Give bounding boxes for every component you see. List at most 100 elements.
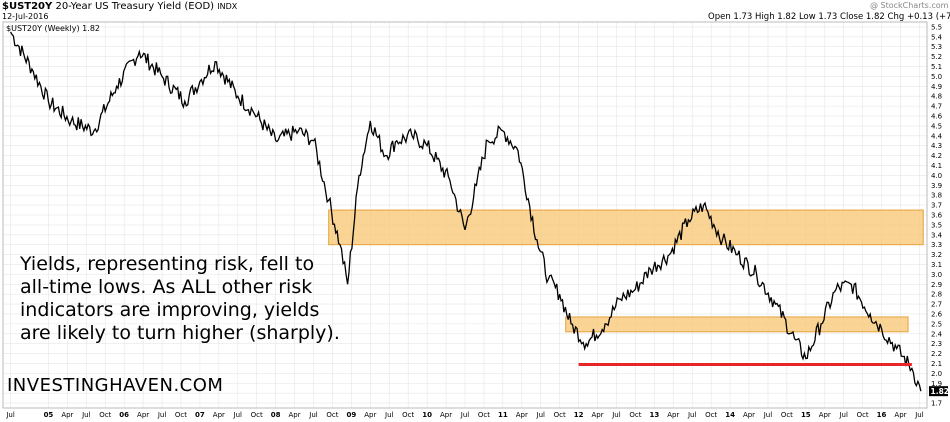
- x-tick-label: 07: [195, 411, 205, 419]
- y-tick-label: 1.7: [931, 400, 942, 408]
- last-price-badge-label: 1.82: [931, 387, 950, 396]
- y-tick-label: 2.8: [931, 291, 942, 299]
- annotation-line: Yields, representing risk, fell to: [20, 253, 315, 275]
- y-tick-label: 2.1: [931, 360, 942, 368]
- y-tick-label: 3.4: [931, 231, 943, 239]
- x-tick-label: Apr: [819, 411, 831, 419]
- x-tick-label: Apr: [61, 411, 73, 419]
- x-tick-label: Oct: [478, 411, 490, 419]
- x-tick-label: Jul: [233, 411, 243, 419]
- y-tick-label: 4.9: [931, 83, 942, 91]
- x-tick-label: Oct: [175, 411, 187, 419]
- y-tick-label: 5.5: [931, 23, 942, 31]
- x-tick-label: Jul: [763, 411, 773, 419]
- y-tick-label: 4.1: [931, 162, 942, 170]
- x-tick-label: 12: [574, 411, 584, 419]
- resistance-bands: [328, 209, 924, 333]
- watermark: @ StockCharts.com: [870, 1, 949, 10]
- y-tick-label: 5.0: [931, 73, 942, 81]
- y-tick-label: 5.1: [931, 63, 942, 71]
- x-tick-label: Jul: [687, 411, 697, 419]
- x-tick-label: Oct: [326, 411, 338, 419]
- x-tick-label: Oct: [629, 411, 641, 419]
- x-tick-label: Apr: [213, 411, 225, 419]
- high-value: 1.82: [777, 12, 797, 22]
- brand-label: INVESTINGHAVEN.COM: [7, 375, 224, 396]
- y-tick-label: 3.8: [931, 192, 942, 200]
- x-tick-label: Jul: [460, 411, 470, 419]
- annotation-line: are likely to turn higher (sharply).: [20, 322, 340, 344]
- x-tick-label: Jul: [384, 411, 394, 419]
- y-tick-label: 3.7: [931, 202, 942, 210]
- x-tick-label: Jul: [5, 411, 15, 419]
- x-tick-label: Apr: [516, 411, 528, 419]
- x-tick-label: Apr: [364, 411, 376, 419]
- x-axis: Jul 05 Apr Jul Oct 06 Apr Jul Oct 07 Apr Jul Oct 08 Ap…: [5, 411, 923, 419]
- y-tick-label: 2.3: [931, 340, 942, 348]
- x-tick-label: Oct: [857, 411, 869, 419]
- y-tick-label: 3.1: [931, 261, 942, 269]
- annotation-line: indicators are improving, yields: [20, 299, 320, 321]
- x-tick-label: Oct: [554, 411, 566, 419]
- x-tick-label: Oct: [402, 411, 414, 419]
- high-label: High: [755, 12, 775, 22]
- x-tick-label: 08: [271, 411, 281, 419]
- x-tick-label: 13: [649, 411, 659, 419]
- y-tick-label: 5.4: [931, 33, 943, 41]
- x-tick-label: Oct: [251, 411, 263, 419]
- resistance-band: [328, 209, 924, 246]
- x-tick-label: 05: [44, 411, 54, 419]
- close-label: Close: [840, 12, 864, 22]
- x-tick-label: 10: [422, 411, 432, 419]
- x-tick-label: 11: [498, 411, 508, 419]
- y-tick-label: 4.7: [931, 103, 942, 111]
- y-tick-label: 3.5: [931, 221, 942, 229]
- x-tick-label: Oct: [99, 411, 111, 419]
- close-value: 1.82: [865, 12, 885, 22]
- x-tick-label: Jul: [914, 411, 924, 419]
- x-tick-label: 06: [119, 411, 129, 419]
- x-tick-label: Apr: [289, 411, 301, 419]
- low-value: 1.73: [818, 12, 838, 22]
- last-price-badge-box: [929, 386, 948, 397]
- y-tick-label: 2.0: [931, 370, 942, 378]
- y-tick-label: 3.9: [931, 182, 942, 190]
- y-tick-label: 2.9: [931, 281, 942, 289]
- plot-frame: [2, 21, 928, 409]
- y-tick-label: 4.5: [931, 122, 942, 130]
- y-tick-label: 4.0: [931, 172, 942, 180]
- x-tick-label: Apr: [667, 411, 679, 419]
- y-tick-label: 4.6: [931, 113, 943, 121]
- x-tick-label: Jul: [81, 411, 91, 419]
- y-tick-label: 4.2: [931, 152, 942, 160]
- x-tick-label: Jul: [611, 411, 621, 419]
- x-tick-label: Apr: [894, 411, 906, 419]
- open-label: Open: [708, 12, 731, 22]
- x-tick-label: Apr: [743, 411, 755, 419]
- annotation-text: Yields, representing risk, fell to all-t…: [20, 253, 400, 345]
- y-tick-label: 3.3: [931, 241, 942, 249]
- y-tick-label: 3.0: [931, 271, 942, 279]
- x-tick-label: 15: [801, 411, 811, 419]
- description: 20-Year US Treasury Yield (EOD): [55, 1, 215, 12]
- x-tick-label: Apr: [137, 411, 149, 419]
- y-tick-label: 4.4: [931, 132, 943, 140]
- change-value: Chg +0.13 (+7.69%): [887, 12, 950, 22]
- y-tick-label: 3.6: [931, 212, 943, 220]
- x-tick-label: Oct: [781, 411, 793, 419]
- annotation-line: all-time lows. As ALL other risk: [20, 276, 313, 298]
- y-tick-label: 5.2: [931, 53, 942, 61]
- x-tick-label: Jul: [536, 411, 546, 419]
- ohlc-readout: Open 1.73 High 1.82 Low 1.73 Close 1.82 …: [708, 12, 950, 22]
- resistance-band: [565, 316, 909, 333]
- x-tick-label: Jul: [308, 411, 318, 419]
- y-tick-label: 2.2: [931, 350, 942, 358]
- low-label: Low: [798, 12, 816, 22]
- price-line: [10, 31, 922, 392]
- x-tick-label: 16: [877, 411, 887, 419]
- y-axis: 1.71.81.92.02.12.22.32.42.52.62.72.82.93…: [931, 23, 943, 407]
- x-tick-label: Apr: [440, 411, 452, 419]
- chart-header: $UST20Y 20-Year US Treasury Yield (EOD) …: [2, 1, 237, 12]
- chart-legend: $UST20Y (Weekly) 1.82: [6, 24, 100, 33]
